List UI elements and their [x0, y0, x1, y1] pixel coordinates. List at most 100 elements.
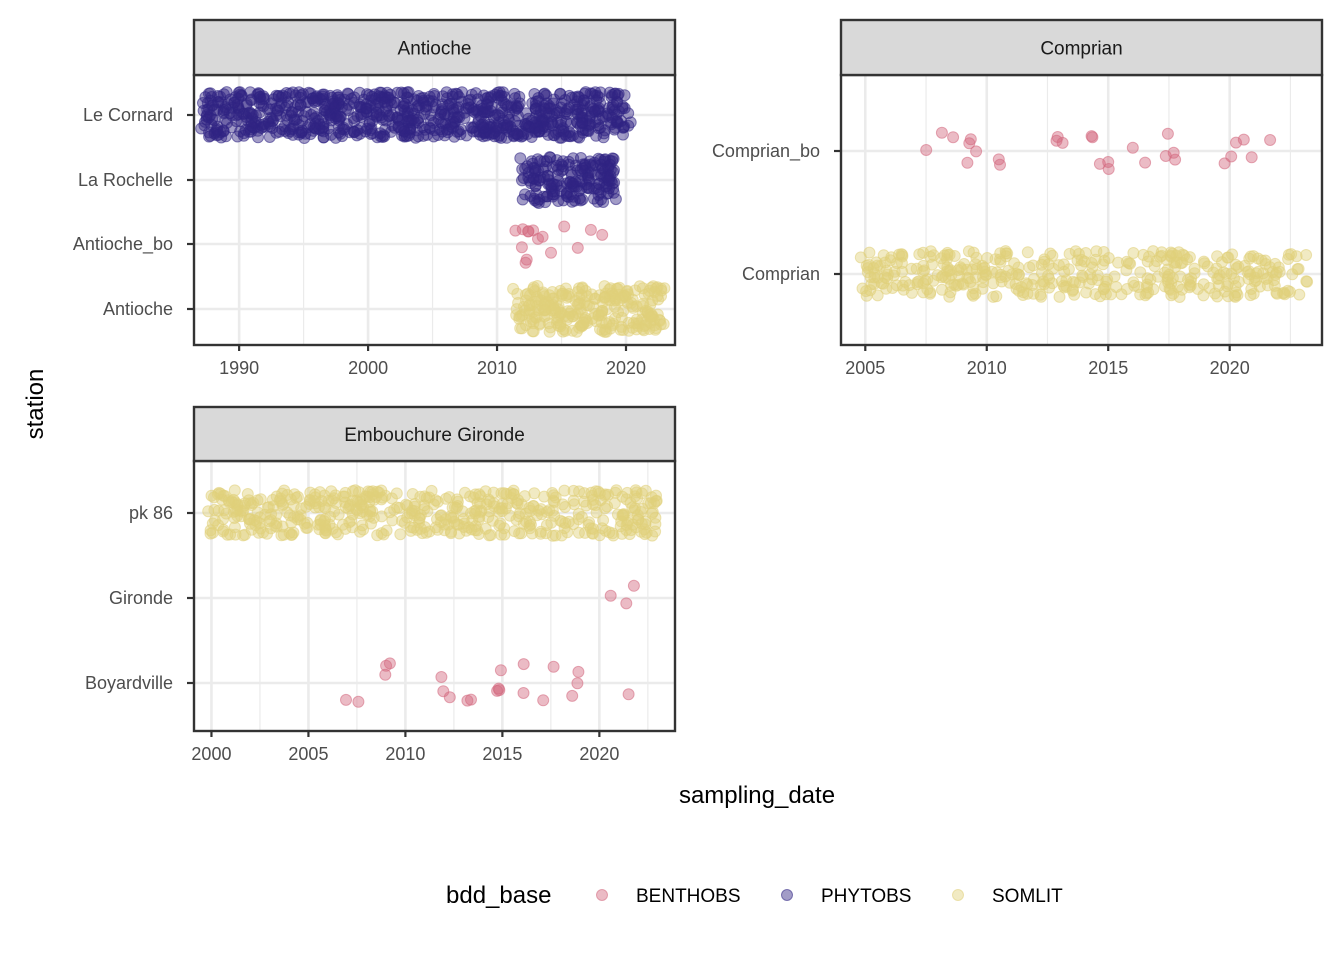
data-point	[1091, 269, 1104, 282]
data-point	[345, 514, 358, 527]
y-tick-label: Gironde	[109, 588, 173, 608]
data-point	[1008, 257, 1021, 270]
data-point	[981, 252, 994, 264]
data-point	[1243, 252, 1256, 265]
data-point	[587, 102, 600, 115]
data-point	[291, 490, 304, 503]
data-point	[1127, 276, 1140, 289]
data-point	[298, 132, 311, 144]
data-point	[1126, 141, 1139, 154]
data-point	[877, 249, 890, 262]
y-tick-label: Comprian_bo	[712, 141, 820, 162]
data-point	[537, 694, 550, 707]
data-point	[566, 689, 579, 702]
data-point	[383, 657, 396, 670]
x-tick-label: 2005	[845, 358, 885, 378]
data-point	[571, 677, 584, 690]
data-point	[540, 527, 552, 540]
data-point	[527, 325, 540, 338]
data-point	[520, 253, 533, 266]
data-point	[1197, 289, 1210, 302]
data-point	[349, 484, 362, 497]
data-point	[1169, 153, 1182, 166]
data-point	[868, 267, 881, 280]
data-point	[562, 310, 575, 323]
data-point	[1127, 247, 1140, 259]
data-point	[503, 509, 516, 522]
x-tick-label: 1990	[219, 358, 259, 378]
data-point	[994, 247, 1007, 260]
data-point	[448, 130, 461, 143]
data-point	[970, 145, 983, 158]
data-point	[501, 118, 514, 131]
data-point	[646, 529, 659, 542]
data-point	[507, 488, 520, 501]
data-point	[1216, 256, 1228, 269]
data-point	[305, 108, 318, 121]
x-tick-label: 2000	[191, 744, 231, 764]
data-point	[615, 515, 628, 528]
data-point	[208, 503, 221, 516]
legend-label: PHYTOBS	[821, 886, 911, 907]
data-point	[871, 289, 884, 302]
data-point	[413, 512, 426, 525]
data-point	[428, 88, 440, 100]
data-point	[511, 127, 523, 140]
data-point	[602, 174, 615, 187]
data-point	[1134, 288, 1147, 301]
data-point	[595, 316, 608, 329]
data-point	[854, 251, 867, 264]
data-point	[531, 195, 544, 208]
data-point	[475, 110, 487, 123]
data-point	[631, 492, 644, 505]
legend-key	[781, 889, 793, 901]
data-point	[536, 230, 549, 243]
data-point	[386, 514, 399, 527]
data-point	[231, 98, 244, 111]
data-point	[512, 100, 525, 113]
data-point	[545, 246, 557, 259]
data-point	[1006, 268, 1019, 281]
data-point	[599, 524, 612, 537]
data-point	[410, 124, 423, 137]
legend-entry: BENTHOBS	[596, 886, 741, 907]
data-point	[507, 282, 520, 295]
x-tick-label: 2010	[477, 358, 517, 378]
data-point	[407, 113, 420, 125]
legend-entry: PHYTOBS	[781, 886, 911, 907]
data-point	[371, 109, 383, 122]
data-point	[571, 130, 584, 143]
data-point	[466, 514, 479, 527]
data-point	[657, 318, 670, 330]
data-point	[531, 509, 543, 522]
data-point	[555, 289, 568, 302]
data-point	[451, 518, 464, 531]
data-point	[217, 513, 230, 525]
data-point	[1244, 289, 1257, 302]
data-point	[1183, 281, 1196, 294]
data-point	[541, 190, 554, 203]
data-point	[1089, 253, 1102, 266]
y-tick-label: pk 86	[129, 503, 173, 523]
legend-key	[596, 889, 608, 901]
data-point	[242, 494, 255, 507]
data-point	[941, 246, 954, 259]
data-point	[578, 87, 591, 100]
panels-layer: Antioche 1990 2000 2010 2020 Antioche Antioche…	[73, 18, 1324, 764]
data-point	[967, 289, 980, 302]
data-point	[245, 93, 258, 106]
data-point	[369, 99, 382, 112]
data-point	[342, 104, 354, 117]
data-point	[326, 97, 339, 110]
data-point	[1161, 127, 1174, 140]
strip-title: Embouchure Gironde	[344, 425, 525, 446]
data-point	[578, 97, 591, 110]
data-point	[1300, 275, 1313, 288]
data-point	[626, 301, 639, 314]
data-point	[525, 131, 538, 143]
data-point	[322, 494, 335, 507]
data-point	[1051, 131, 1064, 143]
data-point	[316, 88, 329, 101]
data-point	[420, 103, 433, 116]
x-axis-title: sampling_date	[679, 782, 835, 809]
